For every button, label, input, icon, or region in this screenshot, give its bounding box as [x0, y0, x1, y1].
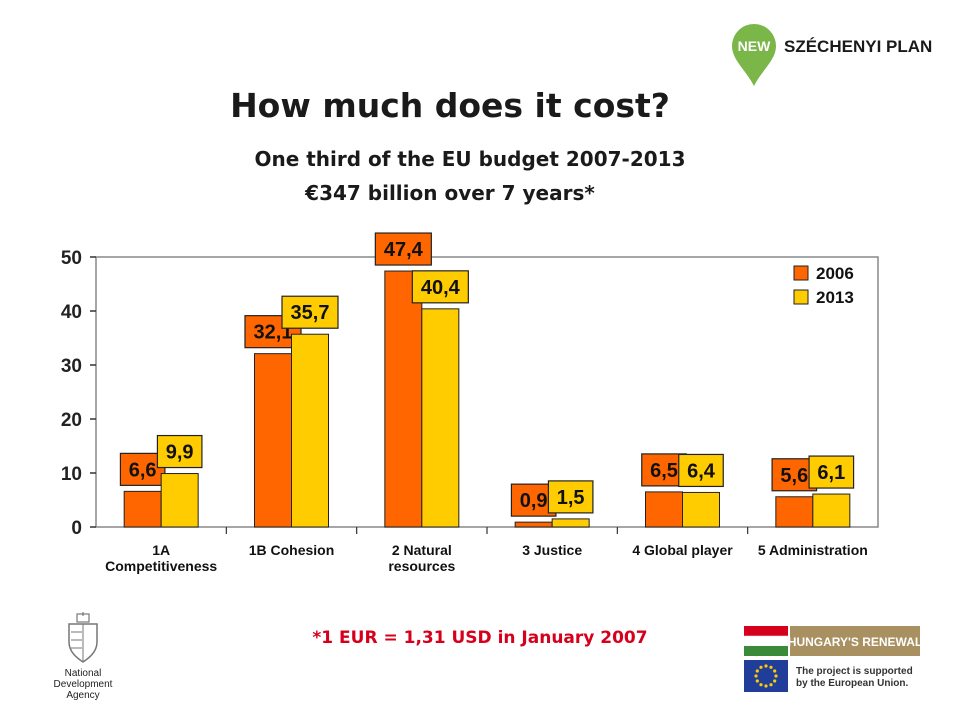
data-label: 9,9 — [166, 442, 194, 464]
eu-support-line-1: The project is supported — [796, 666, 913, 677]
eu-support-line-2: by the European Union. — [796, 678, 909, 689]
x-category-label: 2 Natural — [392, 542, 452, 558]
data-label-box — [374, 232, 432, 266]
x-category-label: 1B Cohesion — [249, 542, 335, 558]
eu-flag-logo — [744, 660, 788, 696]
data-label: 0,9 — [520, 490, 548, 512]
bar-2006 — [645, 491, 683, 528]
nda-line-2: Development Agency — [53, 679, 113, 701]
eu-support-text: The project is supported by the European… — [796, 666, 913, 690]
y-tick-label: 40 — [61, 302, 82, 323]
y-tick-label: 0 — [71, 518, 82, 539]
data-label-box — [678, 453, 724, 488]
bar-2013 — [160, 473, 199, 528]
bar-2013 — [551, 518, 590, 528]
legend-label-2006: 2006 — [816, 264, 854, 283]
nsp-new-text: NEW — [738, 38, 771, 54]
x-category-label: 4 Global player — [632, 542, 733, 558]
page-title: How much does it cost? — [230, 86, 670, 125]
bar-2013 — [812, 493, 851, 528]
hungarys-renewal-logo: HUNGARY'S RENEWAL — [743, 626, 922, 660]
budget-bar-chart: 010203040506,69,91ACompetitiveness32,135… — [61, 232, 879, 574]
hungarian-coat-of-arms-icon — [68, 612, 98, 663]
hungarys-renewal-text: HUNGARY'S RENEWAL — [788, 635, 920, 649]
plot-area — [95, 256, 879, 528]
data-label: 6,1 — [817, 462, 845, 484]
data-label: 47,4 — [384, 239, 424, 261]
x-category-label: Competitiveness — [105, 558, 217, 574]
bar-2006 — [254, 353, 292, 528]
bar-2013 — [682, 491, 720, 528]
legend-swatch-2006 — [793, 265, 809, 281]
bar-2006 — [775, 496, 814, 528]
x-category-label: 1A — [152, 542, 170, 558]
data-label: 6,6 — [129, 459, 157, 481]
bar-2006 — [384, 270, 423, 528]
page-subtitle: One third of the EU budget 2007-2013 €34… — [0, 142, 900, 210]
data-label: 6,5 — [650, 460, 678, 482]
data-label-box — [808, 455, 855, 489]
data-label: 6,4 — [687, 460, 716, 482]
data-label-box — [547, 480, 594, 514]
x-category-label: 3 Justice — [522, 542, 582, 558]
nsp-name-text: SZÉCHENYI PLAN — [784, 37, 932, 56]
y-tick-label: 50 — [61, 248, 82, 269]
data-label-box — [156, 434, 203, 469]
data-label: 5,6 — [780, 465, 808, 487]
data-label: 1,5 — [557, 487, 585, 509]
legend-swatch-2013 — [793, 289, 809, 305]
y-tick-label: 20 — [61, 410, 82, 431]
bar-2013 — [291, 333, 329, 528]
eu-flag-icon — [744, 660, 788, 692]
bar-2006 — [123, 490, 162, 528]
data-label-box — [281, 295, 339, 329]
subtitle-line-1: One third of the EU budget 2007-2013 — [254, 147, 686, 171]
y-tick-label: 10 — [61, 464, 82, 485]
data-label: 40,4 — [421, 277, 461, 299]
data-label-box — [411, 270, 469, 304]
legend-label-2013: 2013 — [816, 288, 854, 307]
szechenyi-plan-logo: NEW SZÉCHENYI PLAN — [728, 18, 938, 94]
subtitle-line-2: €347 billion over 7 years* — [305, 181, 595, 205]
nda-line-1: National — [64, 668, 102, 679]
bar-2013 — [421, 308, 460, 528]
y-tick-label: 30 — [61, 356, 82, 377]
national-development-agency-logo: National Development Agency — [38, 612, 128, 701]
x-category-label: 5 Administration — [758, 542, 868, 558]
bar-2006 — [514, 521, 553, 528]
data-label: 35,7 — [291, 302, 330, 324]
exchange-rate-footnote: *1 EUR = 1,31 USD in January 2007 — [312, 628, 648, 648]
x-category-label: resources — [388, 558, 455, 574]
